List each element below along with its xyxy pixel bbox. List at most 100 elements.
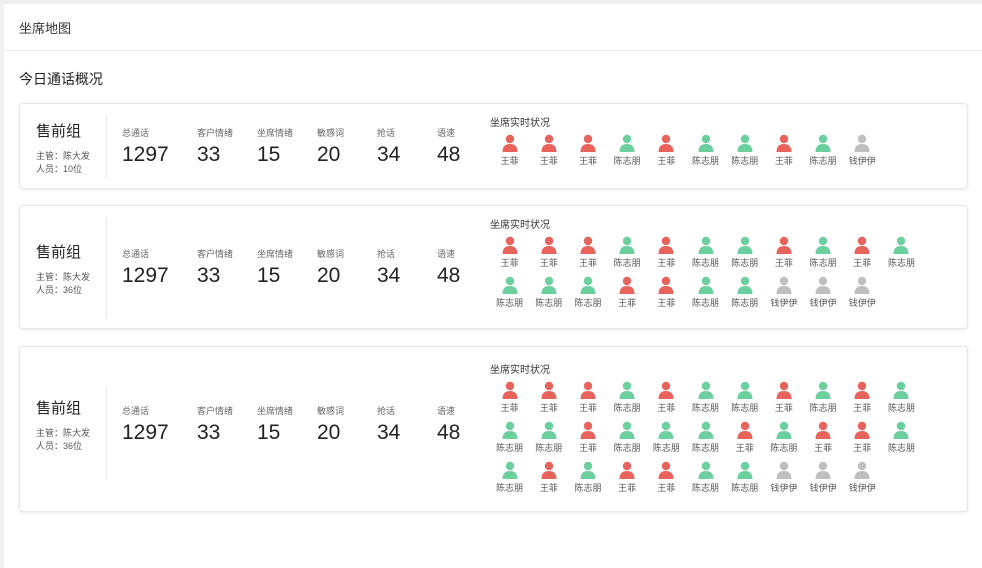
agent-item-busy[interactable]: 王菲 xyxy=(764,381,803,421)
stat-value: 1297 xyxy=(122,143,169,166)
agent-avatar-icon xyxy=(541,134,557,152)
agent-item-idle[interactable]: 陈志朋 xyxy=(568,276,607,316)
agent-item-idle[interactable]: 陈志朋 xyxy=(725,236,764,276)
agent-item-busy[interactable]: 王菲 xyxy=(647,134,686,174)
agent-name: 陈志朋 xyxy=(692,156,720,166)
page-title: 坐席地图 xyxy=(19,20,72,36)
agent-name: 陈志朋 xyxy=(770,443,798,453)
agent-name: 王菲 xyxy=(814,443,833,453)
agent-item-offline[interactable]: 钱伊伊 xyxy=(843,276,882,316)
agent-item-busy[interactable]: 王菲 xyxy=(529,134,568,174)
agent-item-busy[interactable]: 王菲 xyxy=(647,381,686,421)
agent-item-idle[interactable]: 陈志朋 xyxy=(490,421,529,461)
stat-label: 客户情绪 xyxy=(197,128,234,138)
agent-item-idle[interactable]: 陈志朋 xyxy=(882,381,921,421)
agent-item-idle[interactable]: 陈志朋 xyxy=(725,134,764,174)
agent-item-idle[interactable]: 陈志朋 xyxy=(882,421,921,461)
agent-item-idle[interactable]: 陈志朋 xyxy=(804,236,843,276)
group-manager: 主管：陈大发 xyxy=(36,428,91,438)
agent-item-idle[interactable]: 陈志朋 xyxy=(490,461,529,501)
agent-item-idle[interactable]: 陈志朋 xyxy=(725,461,764,501)
agent-item-busy[interactable]: 王菲 xyxy=(843,421,882,461)
agent-name: 王菲 xyxy=(774,403,793,413)
agent-item-idle[interactable]: 陈志朋 xyxy=(529,421,568,461)
agent-item-busy[interactable]: 王菲 xyxy=(568,421,607,461)
agent-item-idle[interactable]: 陈志朋 xyxy=(764,421,803,461)
agent-avatar-icon xyxy=(502,276,518,294)
agent-name: 钱伊伊 xyxy=(770,483,798,493)
agent-item-idle[interactable]: 陈志朋 xyxy=(804,381,843,421)
agent-item-idle[interactable]: 陈志朋 xyxy=(647,421,686,461)
agent-item-offline[interactable]: 钱伊伊 xyxy=(843,461,882,501)
agent-item-idle[interactable]: 陈志朋 xyxy=(725,381,764,421)
stat-label: 敏感词 xyxy=(317,406,345,416)
agent-item-idle[interactable]: 陈志朋 xyxy=(686,236,725,276)
agent-item-idle[interactable]: 陈志朋 xyxy=(686,276,725,316)
agent-avatar-icon xyxy=(815,421,831,439)
agent-item-busy[interactable]: 王菲 xyxy=(804,421,843,461)
stat-value: 1297 xyxy=(122,264,169,287)
agent-item-busy[interactable]: 王菲 xyxy=(490,134,529,174)
agent-item-idle[interactable]: 陈志朋 xyxy=(608,236,647,276)
agent-item-offline[interactable]: 钱伊伊 xyxy=(804,461,843,501)
agent-item-busy[interactable]: 王菲 xyxy=(843,381,882,421)
agent-item-offline[interactable]: 钱伊伊 xyxy=(804,276,843,316)
agent-item-idle[interactable]: 陈志朋 xyxy=(686,421,725,461)
agent-item-busy[interactable]: 王菲 xyxy=(568,134,607,174)
agent-item-idle[interactable]: 陈志朋 xyxy=(568,461,607,501)
agent-item-busy[interactable]: 王菲 xyxy=(568,236,607,276)
group-card: 售前组 主管：陈大发 人员：36位 总通话 1297 客户情绪 33 坐席情绪 15 … xyxy=(19,346,968,512)
agent-item-busy[interactable]: 王菲 xyxy=(764,134,803,174)
stat-interruptions: 抢话 34 xyxy=(377,126,437,167)
agent-item-offline[interactable]: 钱伊伊 xyxy=(764,461,803,501)
agent-item-idle[interactable]: 陈志朋 xyxy=(529,276,568,316)
group-members: 人员：10位 xyxy=(36,164,83,174)
agent-avatar-icon xyxy=(502,134,518,152)
agent-item-idle[interactable]: 陈志朋 xyxy=(490,276,529,316)
agent-item-offline[interactable]: 钱伊伊 xyxy=(843,134,882,174)
agent-item-busy[interactable]: 王菲 xyxy=(647,236,686,276)
agent-name: 陈志朋 xyxy=(692,298,720,308)
agent-item-busy[interactable]: 王菲 xyxy=(568,381,607,421)
agent-item-busy[interactable]: 王菲 xyxy=(608,276,647,316)
agent-item-idle[interactable]: 陈志朋 xyxy=(804,134,843,174)
agent-item-busy[interactable]: 王菲 xyxy=(764,236,803,276)
agent-item-idle[interactable]: 陈志朋 xyxy=(686,381,725,421)
agent-item-busy[interactable]: 王菲 xyxy=(725,421,764,461)
stat-value: 20 xyxy=(317,143,341,166)
agent-item-busy[interactable]: 王菲 xyxy=(529,236,568,276)
divider xyxy=(106,218,107,318)
agent-item-busy[interactable]: 王菲 xyxy=(529,461,568,501)
agent-item-busy[interactable]: 王菲 xyxy=(529,381,568,421)
agent-item-idle[interactable]: 陈志朋 xyxy=(608,134,647,174)
agent-item-busy[interactable]: 王菲 xyxy=(490,236,529,276)
agent-name: 陈志朋 xyxy=(613,403,641,413)
agent-item-offline[interactable]: 钱伊伊 xyxy=(764,276,803,316)
agent-name: 王菲 xyxy=(657,483,676,493)
agent-avatar-icon xyxy=(737,276,753,294)
agent-avatar-icon xyxy=(658,236,674,254)
agent-avatar-icon xyxy=(580,276,596,294)
agent-avatar-icon xyxy=(658,381,674,399)
agent-item-idle[interactable]: 陈志朋 xyxy=(608,381,647,421)
agent-item-busy[interactable]: 王菲 xyxy=(647,276,686,316)
agent-item-idle[interactable]: 陈志朋 xyxy=(725,276,764,316)
agent-name: 陈志朋 xyxy=(613,258,641,268)
agent-item-idle[interactable]: 陈志朋 xyxy=(686,461,725,501)
agent-avatar-icon xyxy=(776,236,792,254)
stat-speech-rate: 语速 48 xyxy=(437,126,497,167)
agent-name: 陈志朋 xyxy=(574,298,602,308)
agent-avatar-icon xyxy=(776,134,792,152)
agent-avatar-icon xyxy=(776,276,792,294)
stats-row: 总通话 1297 客户情绪 33 坐席情绪 15 敏感词 20 抢话 34 语速 48 xyxy=(122,126,497,167)
agent-item-busy[interactable]: 王菲 xyxy=(490,381,529,421)
agent-item-idle[interactable]: 陈志朋 xyxy=(882,236,921,276)
agent-item-idle[interactable]: 陈志朋 xyxy=(686,134,725,174)
agent-avatar-icon xyxy=(698,134,714,152)
agent-item-busy[interactable]: 王菲 xyxy=(843,236,882,276)
agent-avatar-icon xyxy=(737,421,753,439)
agent-item-busy[interactable]: 王菲 xyxy=(608,461,647,501)
agent-name: 陈志朋 xyxy=(731,156,759,166)
agent-item-idle[interactable]: 陈志朋 xyxy=(608,421,647,461)
agent-item-busy[interactable]: 王菲 xyxy=(647,461,686,501)
